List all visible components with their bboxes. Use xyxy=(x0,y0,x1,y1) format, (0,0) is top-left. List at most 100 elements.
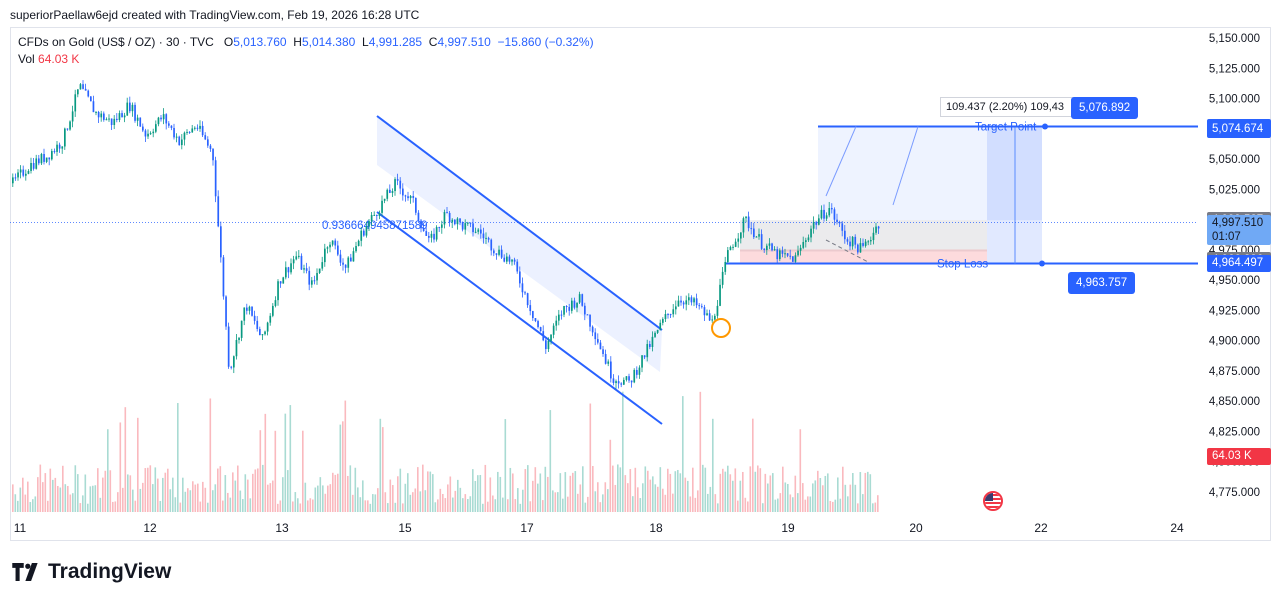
candle-body xyxy=(191,128,194,133)
candle-body xyxy=(498,249,500,255)
target-price-label[interactable]: 5,076.892 xyxy=(1071,97,1139,119)
candle-body xyxy=(248,306,251,311)
volume-label: Vol xyxy=(18,52,35,66)
tradingview-brand[interactable]: TradingView xyxy=(12,560,171,584)
candle-body xyxy=(292,259,295,264)
volume-bar xyxy=(312,499,314,512)
candle-body xyxy=(591,326,594,333)
candle-body xyxy=(422,228,425,232)
candle-body xyxy=(630,380,633,383)
candle-body xyxy=(493,250,495,254)
volume-bar xyxy=(499,476,502,512)
candle-body xyxy=(862,243,864,246)
candle-body xyxy=(227,326,230,367)
candle-body xyxy=(196,127,199,129)
candle-body xyxy=(188,131,191,133)
stop-price-label[interactable]: 4,963.757 xyxy=(1068,272,1136,294)
volume-bar xyxy=(292,501,294,512)
volume-bar xyxy=(742,471,744,512)
volume-bar xyxy=(869,474,872,512)
candle-body xyxy=(745,216,747,219)
volume-bar xyxy=(329,484,332,512)
candle-body xyxy=(646,344,649,358)
volume-bar xyxy=(777,498,779,512)
candle-body xyxy=(194,127,196,129)
candle-body xyxy=(818,218,820,225)
target-zone xyxy=(818,126,1042,221)
candle-body xyxy=(407,196,409,199)
volume-bar xyxy=(189,490,192,512)
candle-body xyxy=(30,163,32,171)
volume-bar xyxy=(454,490,457,512)
volume-bar xyxy=(687,480,689,512)
volume-bar xyxy=(289,405,292,512)
volume-bar xyxy=(89,486,92,512)
candle-body xyxy=(638,367,641,375)
volume-bar xyxy=(119,422,122,512)
volume-bar xyxy=(429,471,432,512)
candle-body xyxy=(771,243,773,251)
candle-body xyxy=(480,229,482,234)
candle-body xyxy=(753,228,755,238)
volume-bar xyxy=(862,494,864,512)
candle-body xyxy=(308,270,311,285)
chart-frame[interactable] xyxy=(10,27,1271,541)
volume-bar xyxy=(689,496,692,512)
volume-bar xyxy=(579,484,582,512)
candle-body xyxy=(448,212,451,223)
volume-bar xyxy=(857,503,859,512)
volume-bar xyxy=(767,483,769,512)
volume-bar xyxy=(217,468,219,512)
risk-reward-box[interactable]: 109.437 (2.20%) 109,43 xyxy=(940,97,1088,117)
volume-bar xyxy=(249,498,252,512)
candle-body xyxy=(139,117,142,127)
volume-bar xyxy=(492,495,494,512)
volume-bar xyxy=(784,482,787,512)
candle-body xyxy=(667,314,669,316)
candle-body xyxy=(461,222,464,230)
candle-body xyxy=(584,305,586,315)
candle-body xyxy=(628,376,630,381)
symbol-name[interactable]: CFDs on Gold (US$ / OZ) · 30 · TVC xyxy=(18,35,214,49)
candle-body xyxy=(599,342,602,350)
candle-body xyxy=(456,218,459,225)
volume-bar xyxy=(627,483,629,512)
candle-body xyxy=(521,283,524,293)
volume-bar xyxy=(17,500,19,512)
candle-body xyxy=(352,251,355,262)
high-label: H xyxy=(293,35,302,49)
volume-bar xyxy=(619,467,622,512)
volume-bar xyxy=(657,486,659,512)
candle-body xyxy=(724,261,727,272)
volume-bar xyxy=(214,484,217,512)
volume-bar xyxy=(92,485,94,512)
volume-bar xyxy=(57,485,59,512)
y-tick-label: 4,875.000 xyxy=(1209,366,1260,378)
volume-bar xyxy=(829,500,832,512)
volume-bar xyxy=(772,473,774,512)
candle-body xyxy=(123,115,126,118)
volume-bar xyxy=(479,474,482,512)
volume-bar xyxy=(167,468,169,512)
close-value: 4,997.510 xyxy=(437,35,491,49)
candle-body xyxy=(636,369,638,375)
us-flag-icon[interactable] xyxy=(983,491,1003,511)
volume-bar xyxy=(424,490,427,512)
candle-body xyxy=(490,239,493,251)
candle-body xyxy=(173,127,175,138)
volume-bar xyxy=(52,479,54,512)
volume-bar xyxy=(129,475,132,512)
candle-body xyxy=(859,243,862,253)
volume-bar xyxy=(497,471,499,512)
volume-bar xyxy=(374,494,377,512)
candle-body xyxy=(472,223,474,233)
candle-body xyxy=(563,306,565,315)
volume-bar xyxy=(812,483,814,512)
path-line-up xyxy=(825,126,857,197)
volume-bar xyxy=(162,477,164,512)
candle-body xyxy=(181,139,183,146)
volume-bar xyxy=(262,464,264,512)
candle-body xyxy=(342,262,344,265)
candle-body xyxy=(459,218,461,223)
